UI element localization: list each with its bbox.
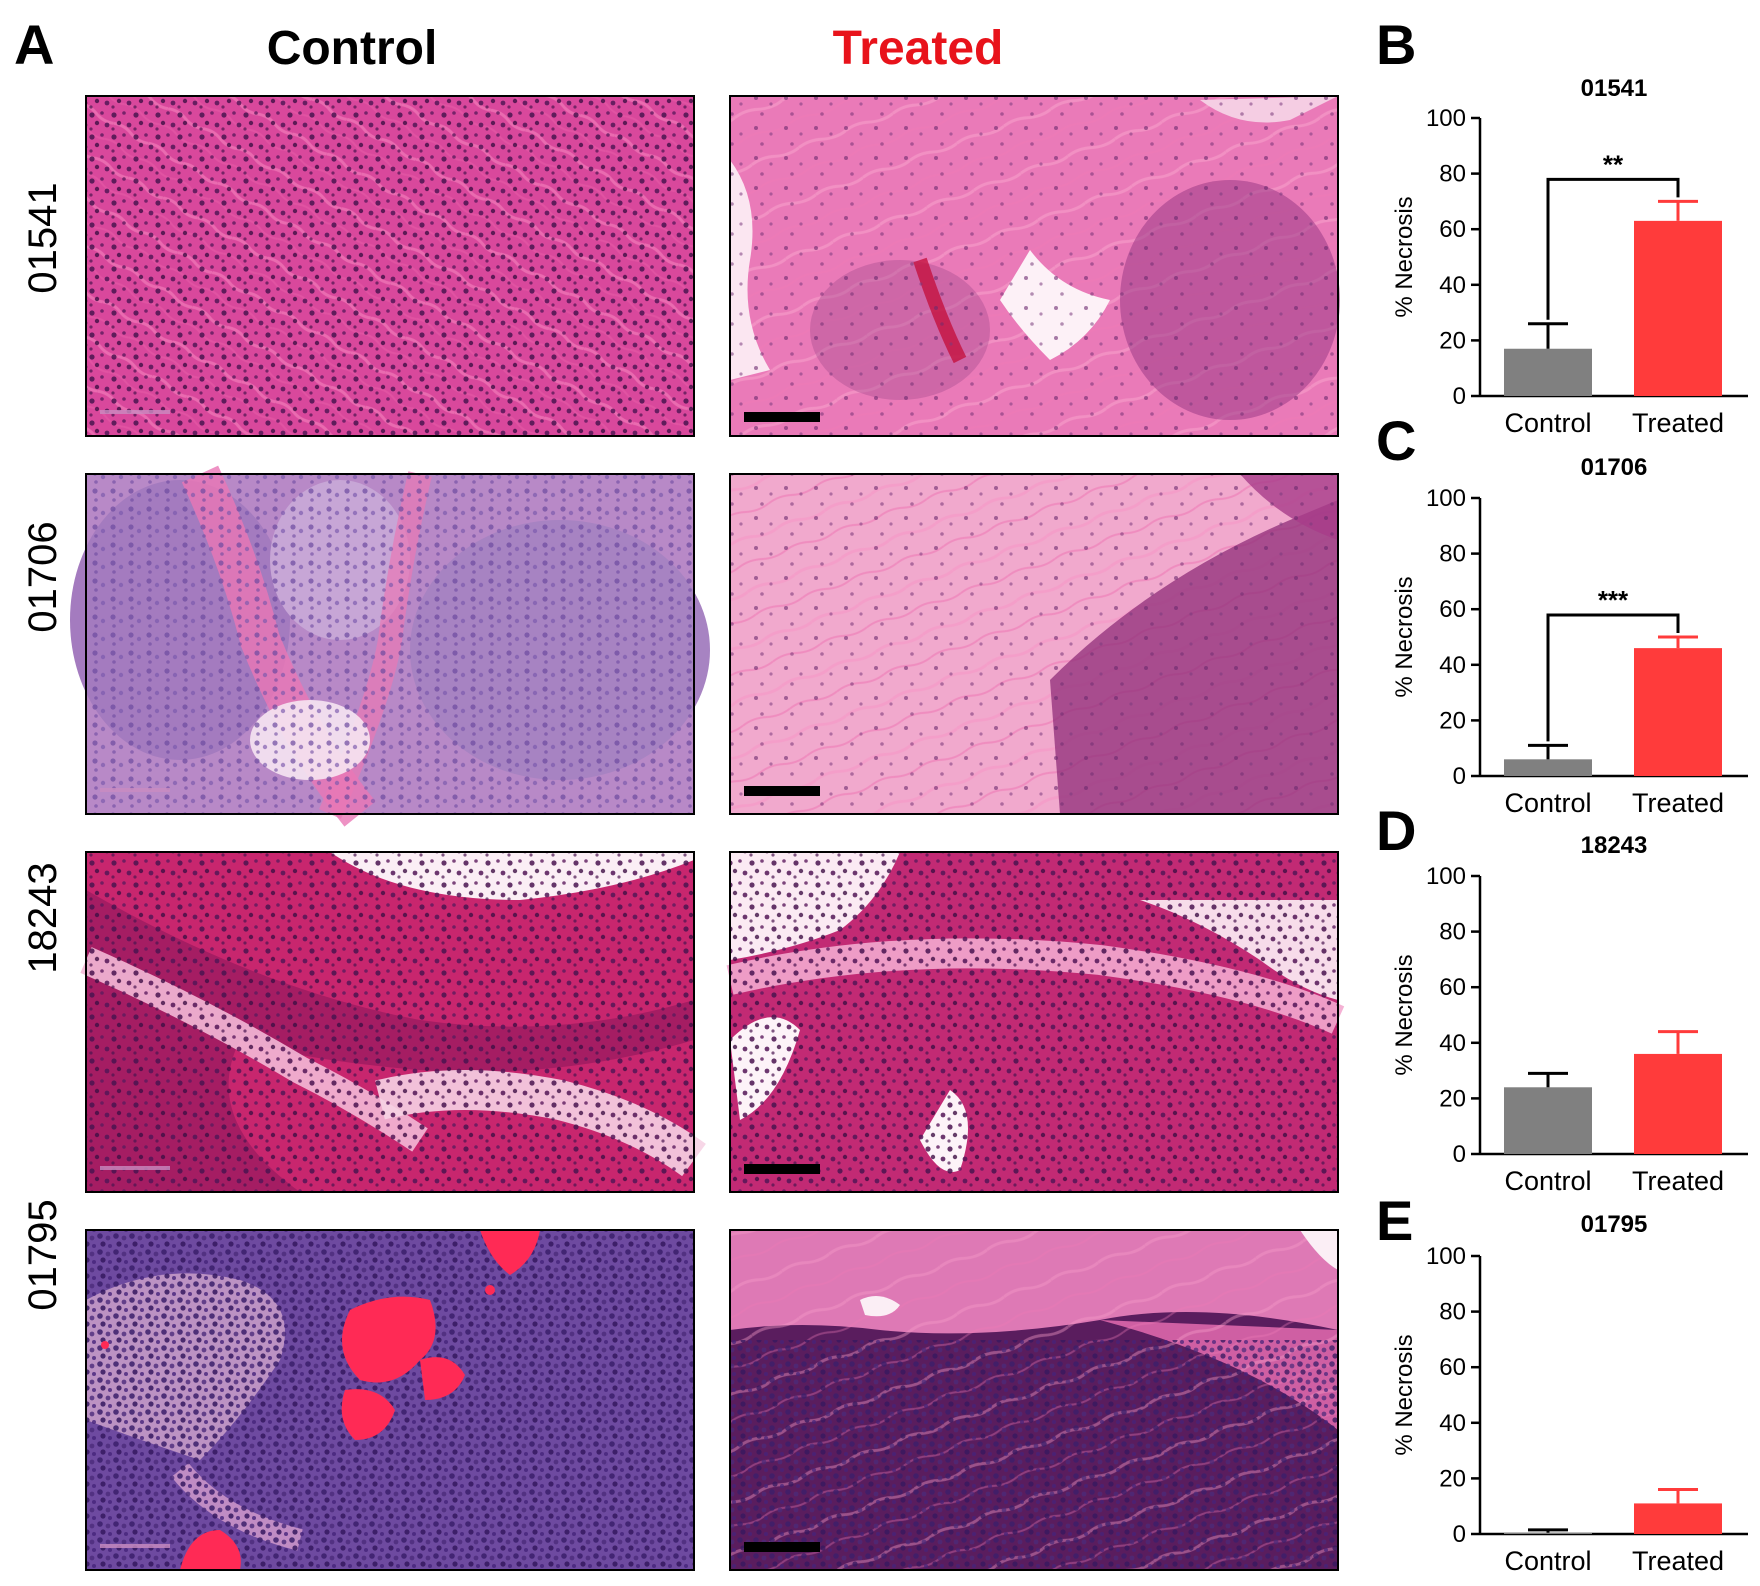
bar-control xyxy=(1504,1087,1592,1154)
significance-bracket xyxy=(1546,177,1680,320)
bar-chart-01706: C 01706 % Necrosis 0 20 40 60 80 100 Control Treat… xyxy=(1376,409,1748,818)
y-tick-label: 100 xyxy=(1426,863,1466,890)
panel-letter-e: E xyxy=(1376,1189,1413,1252)
y-tick-label: 0 xyxy=(1453,763,1466,790)
y-axis-label: % Necrosis xyxy=(1391,576,1418,697)
scale-bar xyxy=(100,1166,170,1170)
micrograph-01706-treated xyxy=(729,473,1339,815)
y-tick-label: 100 xyxy=(1426,105,1466,132)
y-tick-label: 40 xyxy=(1439,272,1466,299)
significance-label: ** xyxy=(1603,149,1624,179)
bar-control xyxy=(1504,348,1592,396)
bar-treated xyxy=(1634,648,1722,776)
y-tick-label: 0 xyxy=(1453,1141,1466,1168)
category-label: Treated xyxy=(1632,408,1724,438)
scale-bar xyxy=(100,410,170,414)
category-label: Control xyxy=(1504,788,1591,818)
micrograph-01795-treated xyxy=(729,1229,1339,1571)
micrograph-01706-control xyxy=(70,465,710,827)
y-tick-label: 0 xyxy=(1453,383,1466,410)
y-tick-label: 20 xyxy=(1439,707,1466,734)
y-tick-label: 80 xyxy=(1439,1299,1466,1326)
significance-label: *** xyxy=(1598,585,1629,615)
y-axis-label: % Necrosis xyxy=(1391,196,1418,317)
y-tick-label: 80 xyxy=(1439,919,1466,946)
y-tick-label: 60 xyxy=(1439,1354,1466,1381)
row-label-18243: 18243 xyxy=(21,862,65,973)
bar-treated xyxy=(1634,220,1722,396)
column-title-control: Control xyxy=(267,22,438,75)
chart-title: 01706 xyxy=(1581,454,1648,481)
scale-bar xyxy=(744,412,820,422)
y-tick-label: 100 xyxy=(1426,1243,1466,1270)
y-axis-label: % Necrosis xyxy=(1391,1334,1418,1455)
micrograph-01541-control xyxy=(85,95,695,437)
micrograph-01795-control xyxy=(85,1229,695,1571)
category-label: Control xyxy=(1504,1166,1591,1196)
bar-chart-01795: E 01795 % Necrosis 0 20 40 60 80 100 Control Treat… xyxy=(1376,1189,1748,1576)
panel-letter-c: C xyxy=(1376,409,1416,472)
bar-control xyxy=(1504,759,1592,776)
y-tick-label: 40 xyxy=(1439,652,1466,679)
row-label-01541: 01541 xyxy=(21,182,65,293)
y-tick-label: 0 xyxy=(1453,1521,1466,1548)
y-tick-label: 40 xyxy=(1439,1410,1466,1437)
scale-bar xyxy=(100,788,170,792)
category-label: Control xyxy=(1504,408,1591,438)
significance-bracket xyxy=(1546,613,1680,742)
y-tick-label: 20 xyxy=(1439,1465,1466,1492)
y-tick-label: 20 xyxy=(1439,327,1466,354)
micrograph-18243-control xyxy=(80,851,706,1193)
micrograph-01541-treated xyxy=(729,95,1340,437)
category-label: Control xyxy=(1504,1546,1591,1576)
bar-treated xyxy=(1634,1053,1722,1154)
y-tick-label: 80 xyxy=(1439,161,1466,188)
chart-title: 01795 xyxy=(1581,1211,1648,1238)
y-axis-label: % Necrosis xyxy=(1391,954,1418,1075)
y-tick-label: 100 xyxy=(1426,485,1466,512)
y-tick-label: 60 xyxy=(1439,974,1466,1001)
chart-title: 01541 xyxy=(1581,75,1648,102)
category-label: Treated xyxy=(1632,1546,1724,1576)
bar-chart-01541: B 01541 % Necrosis 0 20 40 60 80 100 Control Treat… xyxy=(1376,13,1748,438)
y-tick-label: 80 xyxy=(1439,541,1466,568)
scale-bar xyxy=(744,1542,820,1552)
bar-treated xyxy=(1634,1503,1722,1534)
column-title-treated: Treated xyxy=(833,22,1004,75)
panel-letter-d: D xyxy=(1376,799,1416,862)
bar-chart-18243: D 18243 % Necrosis 0 20 40 60 80 100 Control Treat… xyxy=(1376,799,1748,1196)
scale-bar xyxy=(744,1164,820,1174)
charts-container: B 01541 % Necrosis 0 20 40 60 80 100 Control Treat… xyxy=(1376,13,1748,1576)
y-tick-label: 60 xyxy=(1439,216,1466,243)
panel-letter-a: A xyxy=(14,13,54,76)
panel-letter-b: B xyxy=(1376,13,1416,76)
category-label: Treated xyxy=(1632,788,1724,818)
bar-control xyxy=(1504,1532,1592,1534)
scale-bar xyxy=(100,1544,170,1548)
row-label-01795: 01795 xyxy=(21,1199,65,1310)
y-tick-label: 60 xyxy=(1439,596,1466,623)
scale-bar xyxy=(744,786,820,796)
micrograph-18243-treated xyxy=(726,851,1345,1193)
row-label-01706: 01706 xyxy=(21,521,65,632)
y-tick-label: 20 xyxy=(1439,1085,1466,1112)
category-label: Treated xyxy=(1632,1166,1724,1196)
y-tick-label: 40 xyxy=(1439,1030,1466,1057)
chart-title: 18243 xyxy=(1581,832,1648,859)
